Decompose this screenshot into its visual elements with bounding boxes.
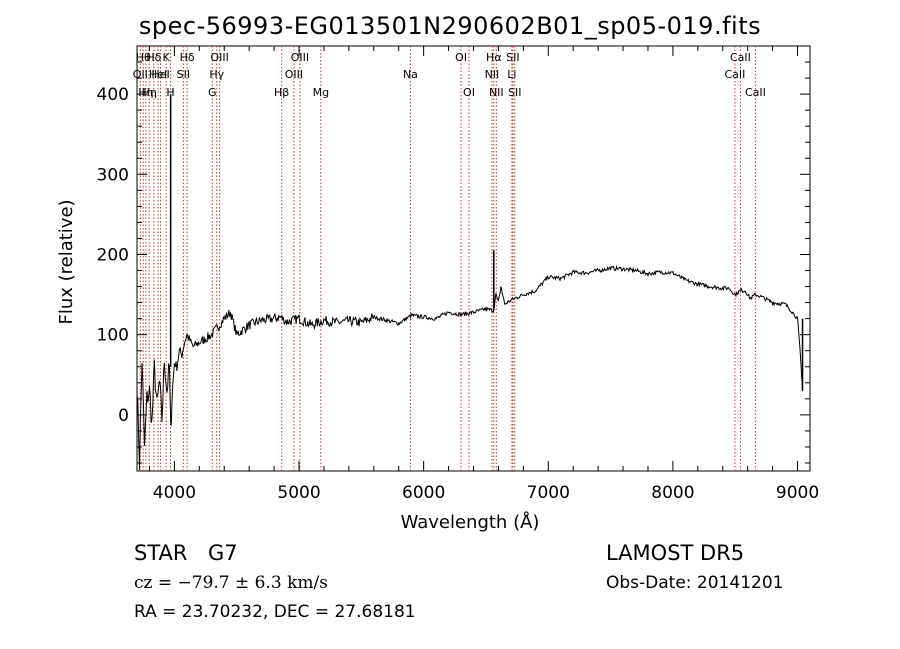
y-tick-label: 100 [97,326,129,346]
spectral-line-label: OI [455,51,467,64]
spectral-line-label: HeI [151,68,169,81]
y-tick-label: 200 [97,245,129,265]
spectral-line-label: CaII [730,51,751,64]
spectral-line-label: Hγ [209,68,224,81]
x-axis-label: Wavelength (Å) [401,511,540,533]
spectral-line-label: Hη [138,86,153,99]
x-tick-label: 6000 [402,483,445,503]
y-tick-label: 0 [118,406,129,426]
spectral-line-label: Mg [313,86,329,99]
x-tick-label: 9000 [776,483,819,503]
subclass: G7 [208,541,238,565]
spectral-line-label: OIII [291,51,309,64]
spectral-line-label: Hη [142,86,157,99]
spectral-line-label: G [208,86,217,99]
spectral-line-label: Hδ [146,51,161,64]
spectral-line-label: K [163,51,171,64]
spectral-line-label: Hβ [274,86,289,99]
spectral-line-label: SII [508,86,521,99]
spectral-line-label: Hθ [136,51,151,64]
spectral-line-label: OIII [210,51,228,64]
axis-ticks: 4000 5000 6000 7000 8000 9000 0 100 200 300 400 [97,46,819,503]
y-tick-label: 300 [97,165,129,185]
spectral-line-label: SII [177,68,190,81]
spectral-line-label: NII [489,86,504,99]
x-tick-label: 7000 [527,483,570,503]
y-axis-label: Flux (relative) [56,199,77,324]
spectral-line-label: OII [133,68,148,81]
spectral-line-label: NII [485,68,500,81]
spectral-line-markers [139,46,756,471]
spectrum-line [136,264,803,470]
spectral-line-label: OI [463,86,475,99]
object-class: STAR [134,541,188,565]
chart-title: spec-56993-EG013501N290602B01_sp05-019.f… [138,12,762,40]
coordinates: RA = 23.70232, DEC = 27.68181 [134,602,416,622]
spectral-line-labels: OIIHθHηHηHδHeIHeIKHSIIHδGHγOIIIHβOIIIOII… [133,51,766,99]
spectral-line-label: Hα [486,51,502,64]
spectral-line-label: Hδ [180,51,195,64]
spectral-line-label: HeI [149,68,167,81]
plot-frame [136,45,811,472]
spectral-line-label: Na [403,68,418,81]
spectral-line-label: H [166,86,174,99]
redshift-velocity: cz = −79.7 ± 6.3 km/s [134,573,328,593]
x-tick-label: 4000 [153,483,196,503]
x-tick-label: 5000 [277,483,320,503]
spectral-line-label: CaII [725,68,746,81]
y-tick-label: 400 [97,85,129,105]
survey-name: LAMOST DR5 [606,541,745,565]
observation-date: Obs-Date: 20141201 [606,573,784,593]
x-tick-label: 8000 [651,483,694,503]
spectral-line-label: SII [506,51,519,64]
spectrum-series [136,94,804,470]
spectral-line-label: Li [507,68,516,81]
spectral-line-label: CaII [745,86,766,99]
spectral-line-label: OIII [285,68,303,81]
